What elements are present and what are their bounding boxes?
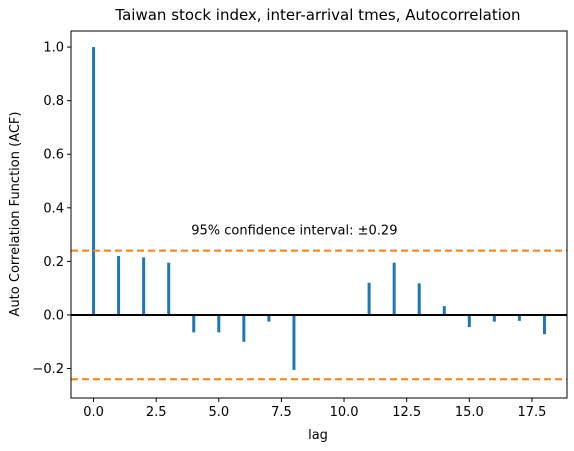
x-axis-label: lag bbox=[308, 428, 328, 443]
acf-bar-4 bbox=[192, 315, 195, 332]
acf-bar-5 bbox=[217, 315, 220, 332]
bars-group bbox=[92, 47, 546, 370]
acf-bar-15 bbox=[468, 315, 471, 327]
acf-bar-13 bbox=[418, 283, 421, 315]
acf-bar-8 bbox=[292, 315, 295, 370]
acf-bar-12 bbox=[393, 263, 396, 315]
y-tick-label: 0.2 bbox=[43, 255, 64, 270]
axes-frame bbox=[71, 31, 567, 398]
x-tick-label: 0.0 bbox=[83, 405, 104, 420]
y-tick-label: 0.6 bbox=[43, 148, 64, 163]
x-tick-label: 15.0 bbox=[455, 405, 484, 420]
x-tick-label: 10.0 bbox=[330, 405, 359, 420]
x-tick-label: 5.0 bbox=[208, 405, 229, 420]
y-tick-label: 1.0 bbox=[43, 41, 64, 56]
y-axis-label: Auto Correlation Function (ACF) bbox=[8, 112, 23, 317]
y-tick-label: 0.0 bbox=[43, 308, 64, 323]
y-tick-label: 0.4 bbox=[43, 201, 64, 216]
y-tick-label: 0.8 bbox=[43, 94, 64, 109]
y-tick-label: −0.2 bbox=[32, 362, 64, 377]
acf-bar-3 bbox=[167, 263, 170, 315]
x-tick-label: 7.5 bbox=[271, 405, 292, 420]
chart-title: Taiwan stock index, inter-arrival tmes, … bbox=[114, 6, 520, 24]
y-axis-ticks: −0.2 0.0 0.2 0.4 0.6 0.8 1.0 bbox=[32, 41, 71, 377]
acf-bar-18 bbox=[543, 315, 546, 334]
confidence-annotation: 95% confidence interval: ±0.29 bbox=[191, 224, 397, 239]
x-tick-label: 2.5 bbox=[146, 405, 167, 420]
acf-bar-7 bbox=[267, 315, 270, 322]
acf-bar-14 bbox=[443, 306, 446, 315]
acf-bar-2 bbox=[142, 257, 145, 315]
x-axis-ticks: 0.0 2.5 5.0 7.5 10.0 12.5 15.0 17.5 bbox=[83, 398, 546, 420]
acf-bar-11 bbox=[368, 283, 371, 315]
x-tick-label: 12.5 bbox=[392, 405, 421, 420]
acf-bar-0 bbox=[92, 47, 95, 315]
acf-bar-6 bbox=[242, 315, 245, 342]
x-tick-label: 17.5 bbox=[517, 405, 546, 420]
acf-bar-1 bbox=[117, 256, 120, 315]
acf-bar-16 bbox=[493, 315, 496, 322]
